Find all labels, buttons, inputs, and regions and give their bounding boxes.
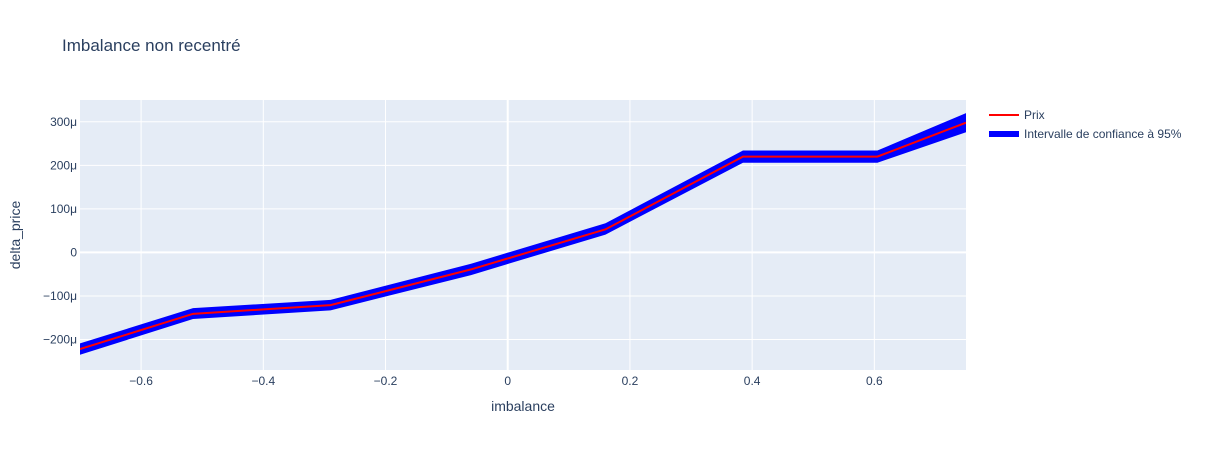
price-line	[80, 121, 966, 351]
grid	[80, 100, 966, 370]
x-tick-label: 0	[504, 374, 511, 388]
y-axis-title: delta_price	[7, 201, 23, 270]
plot-area	[80, 100, 966, 370]
chart-title: Imbalance non recentré	[62, 36, 241, 55]
x-tick-label: 0.4	[744, 374, 761, 388]
x-tick-label: −0.2	[374, 374, 398, 388]
x-tick-label: −0.6	[129, 374, 153, 388]
y-tick-label: 200μ	[50, 158, 77, 172]
x-axis-ticks: −0.6 −0.4 −0.2 0 0.2 0.4 0.6	[129, 374, 883, 388]
legend-label-interval[interactable]: Intervalle de confiance à 95%	[1024, 127, 1182, 141]
x-axis-title: imbalance	[491, 398, 555, 414]
price-line-layer	[80, 121, 966, 351]
y-axis-ticks: −200μ −100μ 0 100μ 200μ 300μ	[43, 115, 77, 347]
x-tick-label: 0.2	[622, 374, 639, 388]
y-tick-label: 0	[70, 245, 77, 259]
y-tick-label: −100μ	[43, 289, 77, 303]
legend[interactable]: Prix Intervalle de confiance à 95%	[989, 108, 1182, 141]
x-tick-label: −0.4	[251, 374, 275, 388]
legend-label-prix[interactable]: Prix	[1024, 108, 1045, 122]
x-tick-label: 0.6	[866, 374, 883, 388]
y-tick-label: 300μ	[50, 115, 77, 129]
y-tick-label: −200μ	[43, 333, 77, 347]
y-tick-label: 100μ	[50, 202, 77, 216]
